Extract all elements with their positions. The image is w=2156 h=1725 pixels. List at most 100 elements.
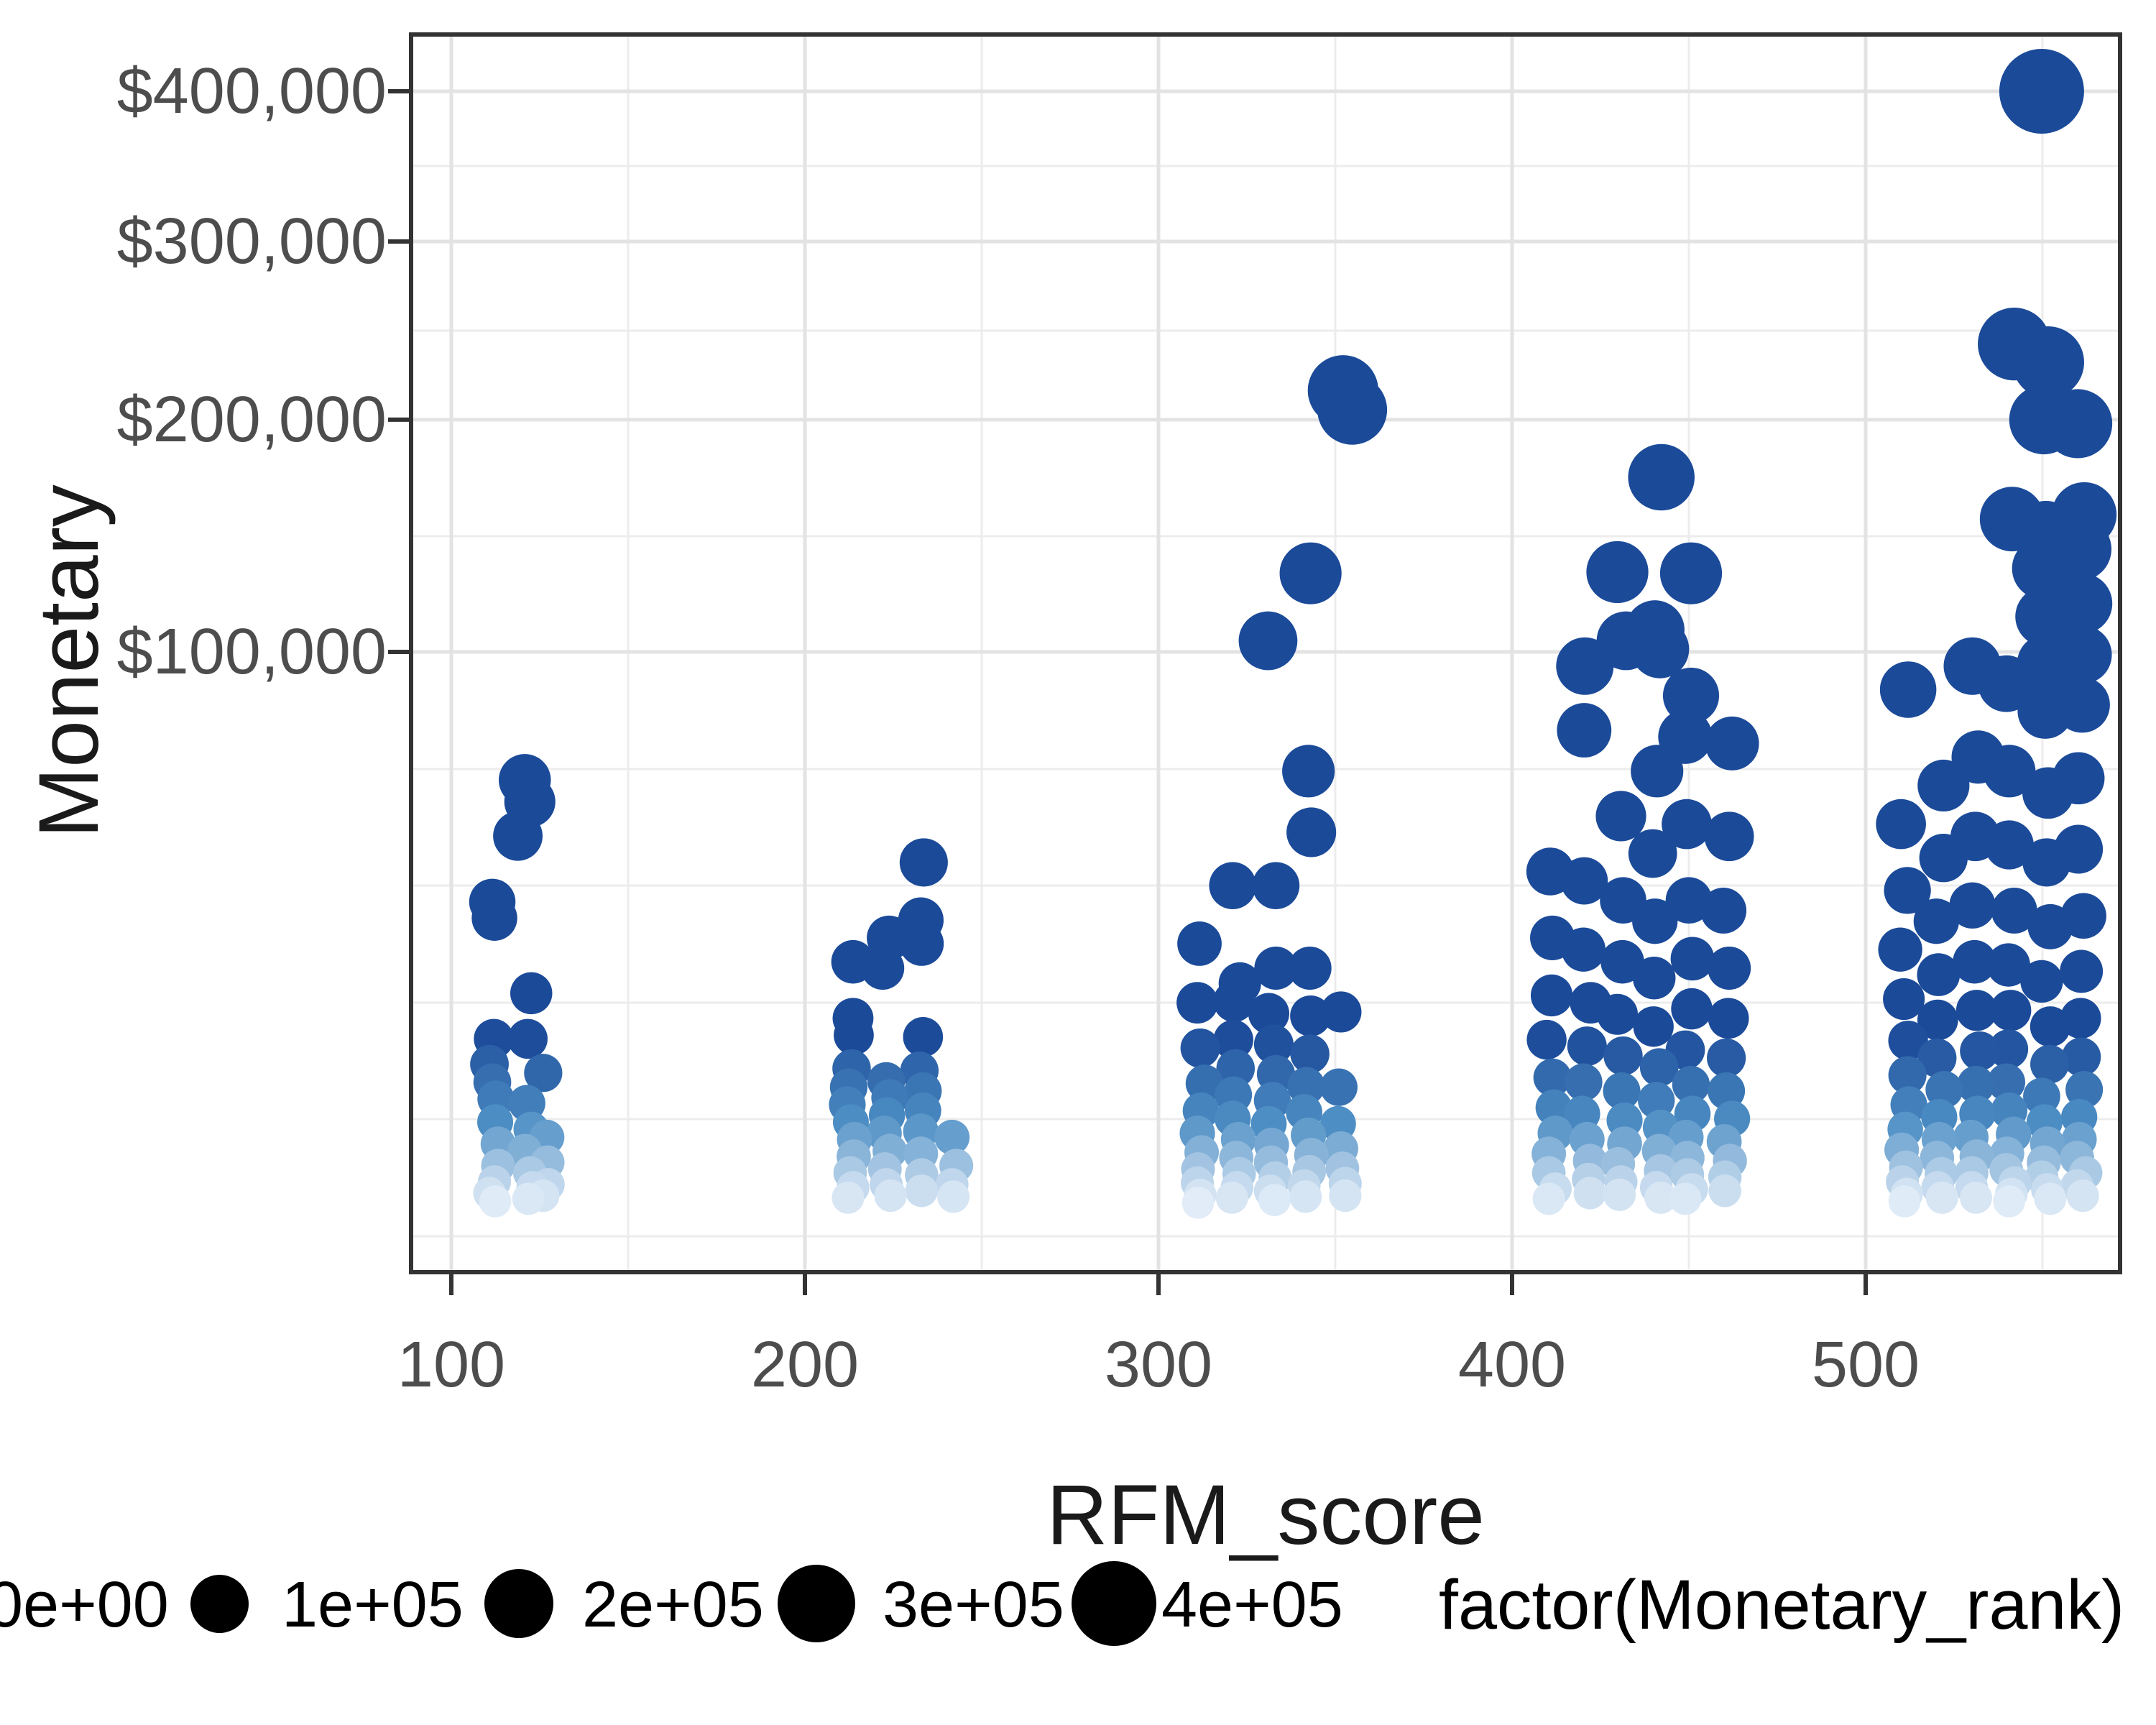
data-point: [2020, 960, 2063, 1003]
legend-key-circle: [777, 1564, 856, 1643]
data-point: [2061, 1037, 2101, 1077]
data-point: [1708, 1174, 1741, 1208]
data-point: [1600, 939, 1644, 984]
data-point: [905, 1174, 939, 1208]
data-point: [512, 1182, 545, 1215]
data-point: [1708, 946, 1751, 990]
data-point: [1248, 993, 1290, 1034]
y-tick-label: $100,000: [116, 616, 387, 688]
data-point: [1917, 953, 1961, 996]
data-point: [1560, 857, 1608, 905]
data-point: [2012, 326, 2084, 399]
legend-key-circle: [1072, 1561, 1156, 1646]
data-point: [1662, 799, 1712, 850]
data-point: [1532, 1182, 1565, 1215]
data-point: [524, 1054, 563, 1092]
data-point: [1213, 980, 1256, 1023]
data-point: [2017, 683, 2073, 739]
data-point: [2043, 389, 2113, 459]
data-point: [1631, 620, 1690, 678]
data-point: [1960, 1031, 1999, 1071]
data-point: [2022, 767, 2074, 819]
data-point: [1603, 1072, 1641, 1110]
data-point: [1556, 637, 1614, 695]
data-point: [1530, 974, 1573, 1017]
data-point: [1983, 745, 2036, 798]
data-point: [507, 1018, 548, 1059]
data-point: [1919, 833, 1968, 883]
data-point: [1253, 1024, 1294, 1064]
data-point: [1876, 799, 1926, 850]
data-point: [1329, 1179, 1362, 1213]
data-point: [1705, 716, 1759, 770]
data-point: [1917, 999, 1958, 1041]
data-point: [1639, 1048, 1679, 1087]
data-point: [1596, 993, 1639, 1035]
data-point: [934, 1119, 970, 1155]
data-point: [1989, 1029, 2029, 1069]
data-point: [1290, 1034, 1330, 1074]
data-point: [1557, 703, 1612, 758]
data-point: [1252, 862, 1300, 909]
data-point: [1177, 921, 1222, 966]
data-point: [1659, 542, 1723, 604]
data-point: [1644, 1181, 1677, 1214]
data-point: [1708, 998, 1749, 1039]
data-point: [1181, 1187, 1215, 1219]
size-legend: 0e+00 1e+05 2e+05 3e+05 4e+05 factor(Monetar…: [0, 1545, 2156, 1664]
x-tick-label: 200: [750, 1329, 860, 1401]
data-point: [1317, 374, 1388, 445]
data-point: [1884, 867, 1931, 914]
data-point: [1526, 1019, 1567, 1060]
data-point: [1288, 946, 1332, 990]
data-point: [1990, 990, 2032, 1031]
data-point: [1917, 1038, 1957, 1078]
data-point: [1987, 1063, 2026, 1102]
x-tick-label: 300: [1104, 1329, 1213, 1401]
data-point: [2015, 586, 2076, 647]
data-point: [1991, 887, 2037, 934]
legend-label: 0e+00: [0, 1569, 169, 1641]
data-point: [1878, 927, 1922, 972]
data-point: [2027, 903, 2073, 949]
y-axis-title: Monetary: [22, 484, 116, 838]
legend-label: 3e+05: [883, 1569, 1064, 1641]
data-point: [1567, 1026, 1607, 1067]
data-point: [1671, 988, 1713, 1030]
data-point: [1603, 1036, 1643, 1076]
y-tick-label: $200,000: [116, 383, 387, 456]
data-point: [1215, 1181, 1248, 1214]
data-point: [1286, 807, 1337, 857]
data-point: [2034, 1182, 2067, 1215]
data-point: [2022, 838, 2071, 887]
data-point: [1670, 937, 1715, 981]
data-point: [2030, 1006, 2071, 1047]
data-point: [493, 811, 543, 861]
data-point: [1290, 995, 1332, 1036]
data-point: [1638, 1082, 1675, 1119]
data-point: [1533, 1058, 1572, 1097]
y-tick-label: $300,000: [116, 206, 387, 277]
data-point: [471, 895, 517, 941]
data-point: [1238, 611, 1298, 671]
data-point: [1632, 898, 1678, 944]
x-axis-title: RFM_score: [1046, 1468, 1485, 1563]
data-point: [1925, 1181, 1958, 1214]
data-point: [1708, 1072, 1746, 1110]
data-point: [1628, 829, 1677, 878]
data-point: [1320, 991, 1362, 1033]
x-tick-label: 400: [1457, 1329, 1567, 1401]
data-point: [1707, 1038, 1746, 1078]
data-point: [1888, 1185, 1921, 1218]
data-point: [1209, 862, 1257, 909]
data-point: [1319, 1068, 1358, 1106]
legend-key-circle: [190, 1574, 249, 1633]
data-point: [1925, 1071, 1963, 1109]
data-point: [834, 1015, 874, 1056]
data-point: [1213, 1019, 1253, 1060]
data-point: [1704, 811, 1754, 862]
data-point: [1672, 1065, 1710, 1104]
data-point: [2012, 537, 2075, 600]
